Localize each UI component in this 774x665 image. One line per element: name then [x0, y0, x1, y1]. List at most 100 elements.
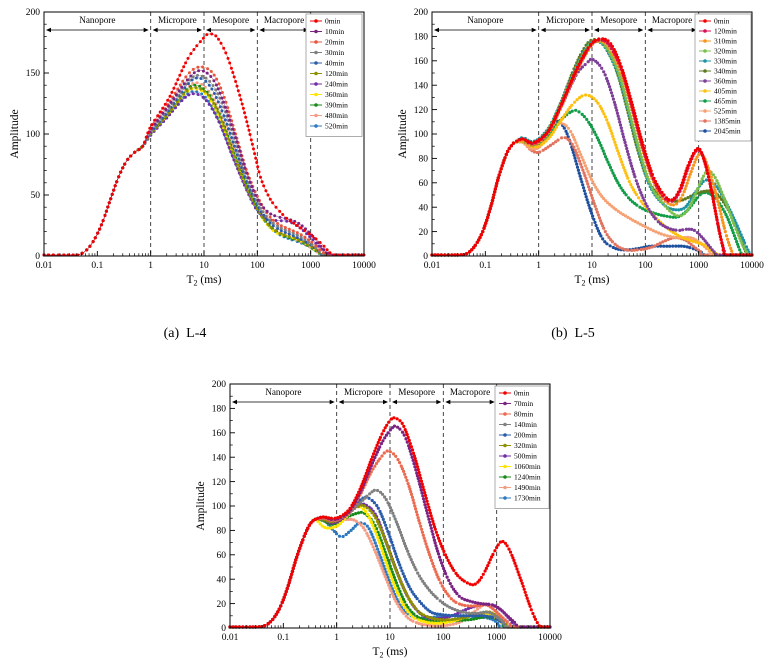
pore-region-annotations: Nanopore Micropore Mesopore Macropore	[46, 15, 309, 33]
x-tick-label: 0.01	[222, 633, 239, 643]
legend-label: 80min	[514, 410, 533, 419]
x-tick-label: 0.1	[277, 633, 289, 643]
y-tick-label: 200	[414, 8, 429, 18]
x-tick-label: 0.01	[424, 261, 441, 271]
y-tick-label: 100	[414, 130, 429, 140]
axes: 0.01 0.1 1 10 100 1000 10000 0 20 40 60 80 100 120 140…	[212, 380, 562, 643]
region-label: Mesopore	[398, 387, 435, 397]
legend-item-0min: 0min	[699, 17, 730, 26]
series-0min	[228, 416, 550, 629]
y-tick-label: 60	[419, 179, 429, 189]
legend-marker-icon	[314, 124, 318, 128]
axes: 0.01 0.1 1 10 100 1000 10000 0 20 40 60 80 100 120 140…	[414, 8, 764, 271]
legend-item-360min: 360min	[310, 90, 348, 99]
legend-label: 1385min	[714, 117, 741, 126]
y-tick-label: 100	[26, 130, 41, 140]
pore-region-annotations: Nanopore Micropore Mesopore Macropore	[232, 387, 495, 405]
legend-marker-icon	[703, 79, 707, 83]
legend-item-520min: 520min	[310, 122, 348, 131]
y-tick-label: 0	[221, 624, 226, 634]
y-tick-label: 80	[419, 155, 429, 165]
x-tick-label: 100	[638, 261, 653, 271]
legend-item-140min: 140min	[499, 420, 537, 429]
x-tick-label: 0.1	[91, 261, 103, 271]
legend-label: 320min	[514, 441, 537, 450]
legend-label: 200min	[514, 431, 537, 440]
legend-marker-icon	[314, 61, 318, 65]
legend-marker-icon	[503, 391, 507, 395]
legend-marker-icon	[503, 454, 507, 458]
legend-label: 520min	[325, 122, 348, 131]
legend-label: 10min	[325, 27, 344, 36]
legend-label: 0min	[325, 17, 341, 26]
y-tick-label: 80	[217, 527, 227, 537]
legend-marker-icon	[703, 99, 707, 103]
y-axis-title: Amplitude	[195, 481, 207, 530]
legend-marker-icon	[703, 59, 707, 63]
legend-item-0min: 0min	[499, 389, 530, 398]
region-label: Nanopore	[467, 15, 503, 25]
legend-marker-icon	[703, 69, 707, 73]
legend-item-0min: 0min	[310, 17, 341, 26]
x-tick-label: 1000	[487, 633, 506, 643]
legend-label: 465min	[714, 97, 737, 106]
series-layer	[228, 416, 552, 629]
legend-item-310min: 310min	[699, 37, 737, 46]
y-tick-label: 120	[212, 478, 227, 488]
legend-item-200min: 200min	[499, 431, 537, 440]
legend-label: 500min	[514, 452, 537, 461]
legend-marker-icon	[503, 401, 507, 406]
y-tick-label: 100	[212, 502, 227, 512]
legend-item-1490min: 1490min	[499, 483, 541, 492]
legend-marker-icon	[503, 475, 507, 479]
legend-label: 1730min	[514, 494, 541, 503]
legend-label: 120min	[325, 69, 348, 78]
region-label: Macropore	[450, 387, 490, 397]
pore-region-annotations: Nanopore Micropore Mesopore Macropore	[434, 15, 697, 33]
legend-marker-icon	[314, 92, 318, 97]
legend-marker-icon	[703, 19, 707, 23]
x-tick-label: 1000	[689, 261, 708, 271]
y-tick-label: 180	[212, 405, 227, 415]
legend-marker-icon	[703, 129, 707, 133]
legend-label: 40min	[325, 59, 344, 68]
x-tick-label: 1	[536, 261, 541, 271]
legend-marker-icon	[314, 50, 318, 55]
legend-marker-icon	[314, 19, 318, 23]
region-label: Mesopore	[600, 15, 637, 25]
legend-item-480min: 480min	[310, 111, 348, 120]
legend-label: 140min	[514, 420, 537, 429]
legend-label: 120min	[714, 27, 737, 36]
x-tick-label: 100	[250, 261, 265, 271]
legend-marker-icon	[703, 29, 707, 33]
legend-label: 1240min	[514, 473, 541, 482]
legend-item-80min: 80min	[499, 410, 533, 419]
region-label: Nanopore	[79, 15, 115, 25]
caption-b: (b) L-5	[551, 326, 595, 341]
legend-label: 360min	[714, 77, 737, 86]
legend-item-240min: 240min	[310, 80, 348, 89]
x-tick-label: 1	[148, 261, 153, 271]
legend-label: 525min	[714, 107, 737, 116]
region-dashed-lines	[538, 12, 700, 256]
y-tick-label: 180	[414, 33, 429, 43]
region-label: Macropore	[264, 15, 304, 25]
legend-marker-icon	[703, 89, 707, 93]
legend-marker-icon	[503, 464, 507, 469]
legend-item-70min: 70min	[499, 399, 533, 408]
legend: 0min120min310min320min330min340min360min…	[694, 13, 752, 142]
y-tick-label: 120	[414, 106, 429, 116]
legend-marker-icon	[503, 422, 507, 427]
legend-label: 1060min	[514, 462, 541, 471]
x-tick-label: 1	[334, 633, 339, 643]
legend-item-390min: 390min	[310, 101, 348, 110]
x-tick-label: 0.01	[36, 261, 53, 271]
y-tick-label: 140	[414, 81, 429, 91]
region-label: Mesopore	[212, 15, 249, 25]
